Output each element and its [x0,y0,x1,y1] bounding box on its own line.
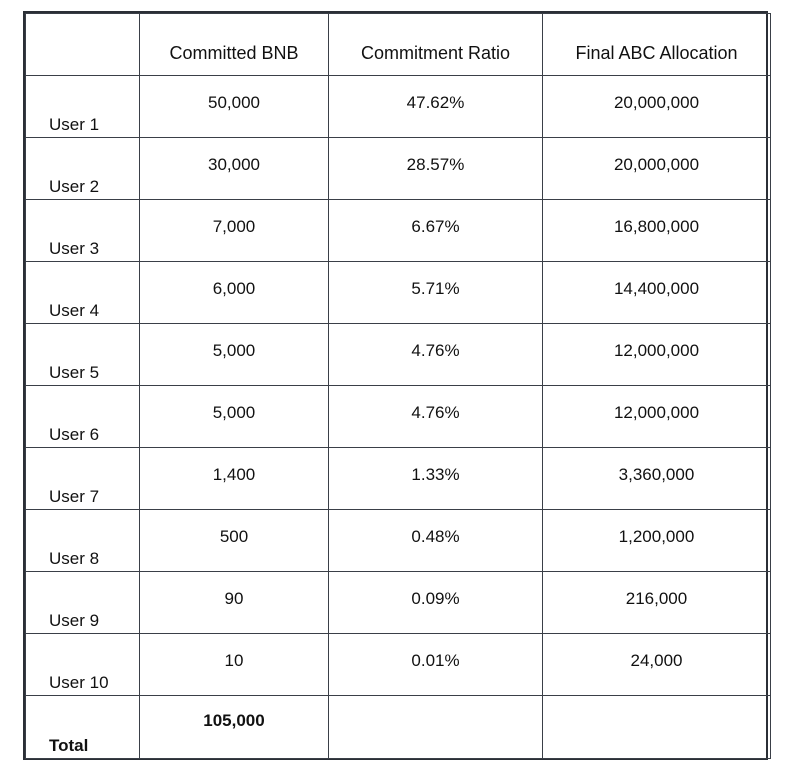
final-allocation-cell: 12,000,000 [542,323,771,386]
final-allocation-cell: 3,360,000 [542,447,771,510]
final-allocation-cell: 216,000 [542,571,771,634]
total-row: Total 105,000 [25,695,771,759]
table-row: User 7 1,400 1.33% 3,360,000 [25,447,771,510]
final-allocation-cell: 20,000,000 [542,75,771,138]
final-allocation-cell: 12,000,000 [542,385,771,448]
table-row: User 6 5,000 4.76% 12,000,000 [25,385,771,448]
row-label: User 10 [25,633,140,696]
final-allocation-cell: 16,800,000 [542,199,771,262]
final-allocation-cell: 1,200,000 [542,509,771,572]
header-committed-bnb: Committed BNB [139,13,329,76]
header-final-abc-allocation: Final ABC Allocation [542,13,771,76]
row-label: User 6 [25,385,140,448]
committed-bnb-cell: 50,000 [139,75,329,138]
commitment-ratio-cell: 0.01% [328,633,543,696]
table-row: User 10 10 0.01% 24,000 [25,633,771,696]
header-empty [25,13,140,76]
commitment-ratio-cell: 4.76% [328,323,543,386]
allocation-table: Committed BNB Commitment Ratio Final ABC… [25,13,771,759]
table-row: User 9 90 0.09% 216,000 [25,571,771,634]
row-label: User 2 [25,137,140,200]
final-allocation-cell: 20,000,000 [542,137,771,200]
table-row: User 1 50,000 47.62% 20,000,000 [25,75,771,138]
committed-bnb-cell: 5,000 [139,323,329,386]
allocation-table-container: Committed BNB Commitment Ratio Final ABC… [23,11,771,760]
table-row: User 8 500 0.48% 1,200,000 [25,509,771,572]
committed-bnb-cell: 7,000 [139,199,329,262]
committed-bnb-cell: 10 [139,633,329,696]
total-committed-bnb-cell: 105,000 [139,695,329,759]
commitment-ratio-cell: 28.57% [328,137,543,200]
committed-bnb-cell: 500 [139,509,329,572]
commitment-ratio-cell: 0.09% [328,571,543,634]
header-commitment-ratio: Commitment Ratio [328,13,543,76]
row-label: User 7 [25,447,140,510]
commitment-ratio-cell: 0.48% [328,509,543,572]
total-label: Total [25,695,140,759]
row-label: User 9 [25,571,140,634]
row-label: User 5 [25,323,140,386]
committed-bnb-cell: 90 [139,571,329,634]
row-label: User 8 [25,509,140,572]
committed-bnb-cell: 6,000 [139,261,329,324]
table-row: User 5 5,000 4.76% 12,000,000 [25,323,771,386]
total-commitment-ratio-cell [328,695,543,759]
table-row: User 2 30,000 28.57% 20,000,000 [25,137,771,200]
header-row: Committed BNB Commitment Ratio Final ABC… [25,13,771,76]
commitment-ratio-cell: 1.33% [328,447,543,510]
table-row: User 4 6,000 5.71% 14,400,000 [25,261,771,324]
row-label: User 1 [25,75,140,138]
committed-bnb-cell: 30,000 [139,137,329,200]
table-row: User 3 7,000 6.67% 16,800,000 [25,199,771,262]
commitment-ratio-cell: 4.76% [328,385,543,448]
final-allocation-cell: 14,400,000 [542,261,771,324]
row-label: User 3 [25,199,140,262]
final-allocation-cell: 24,000 [542,633,771,696]
commitment-ratio-cell: 6.67% [328,199,543,262]
committed-bnb-cell: 1,400 [139,447,329,510]
total-final-allocation-cell [542,695,771,759]
commitment-ratio-cell: 5.71% [328,261,543,324]
committed-bnb-cell: 5,000 [139,385,329,448]
row-label: User 4 [25,261,140,324]
commitment-ratio-cell: 47.62% [328,75,543,138]
